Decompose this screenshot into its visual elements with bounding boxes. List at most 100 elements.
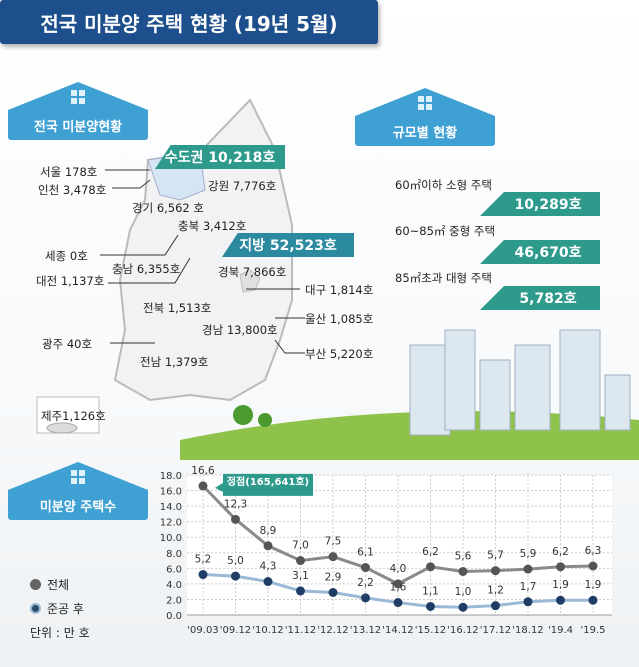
- y-tick-label: 2.0: [166, 595, 182, 606]
- data-label: 6,2: [422, 546, 439, 558]
- region-busan: 부산 5,220호: [305, 347, 374, 361]
- legend-completed-marker: [30, 603, 41, 614]
- section-count: 미분양 주택수: [8, 462, 148, 520]
- y-tick-label: 8.0: [166, 549, 182, 560]
- data-point: [588, 595, 598, 605]
- data-point: [426, 562, 435, 572]
- data-label: 1,9: [585, 579, 602, 591]
- y-tick-label: 0.0: [166, 611, 182, 622]
- y-tick-label: 4.0: [166, 580, 182, 591]
- legend-total: 전체: [30, 576, 69, 593]
- data-label: 1,1: [422, 585, 439, 597]
- data-point: [361, 593, 370, 603]
- data-point: [523, 564, 533, 574]
- data-point: [198, 481, 208, 491]
- data-point: [231, 514, 240, 524]
- peak-annotation-box: [215, 473, 313, 496]
- size-large-label: 85㎡초과 대형 주택: [395, 271, 492, 285]
- region-gyeonggi: 경기 6,562 호: [132, 201, 204, 215]
- data-label: 6,3: [585, 545, 602, 557]
- data-point: [263, 541, 273, 551]
- window-icon: [71, 90, 85, 104]
- y-tick-label: 10.0: [160, 533, 182, 544]
- data-point: [426, 601, 435, 611]
- buildings: [409, 329, 631, 436]
- region-ulsan: 울산 1,085호: [305, 312, 374, 326]
- capital-total-tag: 수도권 10,218호: [155, 145, 285, 169]
- data-point: [328, 552, 338, 562]
- peak-annotation: 정점(165,641호): [227, 475, 309, 488]
- data-label: 1,0: [455, 586, 472, 598]
- data-label: 1,6: [390, 582, 407, 594]
- data-label: 12,3: [224, 498, 247, 510]
- x-tick-label: '18.12: [512, 625, 543, 636]
- region-chungbuk: 충북 3,412호: [178, 219, 247, 233]
- x-tick-label: '10.12: [252, 625, 283, 636]
- unit-label: 단위 : 만 호: [30, 626, 90, 640]
- data-label: 7,0: [292, 540, 309, 552]
- data-label: 1,2: [487, 585, 504, 597]
- x-tick-label: '17.12: [480, 625, 511, 636]
- data-label: 4,3: [260, 561, 277, 573]
- data-point: [556, 562, 565, 572]
- data-label: 5,9: [520, 548, 537, 560]
- y-tick-label: 6.0: [166, 564, 182, 575]
- data-label: 5,2: [195, 554, 212, 566]
- section-by-size: 규모별 현황: [355, 88, 495, 146]
- region-incheon: 인천 3,478호: [38, 183, 107, 197]
- size-medium-label: 60~85㎡ 중형 주택: [395, 224, 496, 238]
- size-large-value: 5,782호: [480, 286, 600, 310]
- data-label: 6,1: [357, 547, 374, 559]
- region-jeonbuk: 전북 1,513호: [143, 301, 212, 315]
- region-daejeon: 대전 1,137호: [36, 274, 105, 288]
- window-icon: [71, 470, 85, 484]
- region-gyeongbuk: 경북 7,866호: [218, 265, 287, 279]
- data-label: 7,5: [325, 536, 342, 548]
- data-point: [328, 587, 338, 597]
- data-label: 6,2: [552, 546, 569, 558]
- x-tick-label: '11.12: [285, 625, 316, 636]
- data-label: 5,7: [487, 550, 504, 562]
- data-label: 1,7: [520, 581, 537, 593]
- region-gangwon: 강원 7,776호: [208, 179, 277, 193]
- local-total-tag: 지방 52,523호: [222, 233, 354, 257]
- data-point: [588, 561, 598, 571]
- data-label: 16,6: [191, 465, 215, 477]
- data-label: 1,9: [552, 579, 569, 591]
- data-point: [458, 602, 468, 612]
- data-point: [296, 556, 305, 566]
- region-chungnam: 충남 6,355호: [112, 262, 181, 276]
- page-title: 전국 미분양 주택 현황 (19년 5월): [0, 0, 378, 44]
- x-tick-label: '12.12: [317, 625, 348, 636]
- data-point: [556, 595, 565, 605]
- x-tick-label: '19.4: [548, 625, 573, 636]
- data-label: 5,6: [455, 550, 472, 562]
- size-small-value: 10,289호: [480, 192, 600, 216]
- legend-total-marker: [30, 579, 41, 590]
- x-tick-label: '09.03: [187, 625, 218, 636]
- data-label: 2,9: [325, 571, 342, 583]
- y-tick-label: 12.0: [160, 518, 182, 529]
- data-point: [491, 566, 500, 576]
- y-tick-label: 16.0: [160, 487, 182, 498]
- region-gwangju: 광주 40호: [42, 337, 93, 351]
- x-tick-label: '09.12: [220, 625, 251, 636]
- x-tick-label: '19.5: [580, 625, 605, 636]
- data-point: [263, 577, 273, 587]
- y-tick-label: 18.0: [160, 471, 182, 482]
- data-point: [393, 598, 403, 608]
- legend-completed: 준공 후: [30, 600, 84, 617]
- region-seoul: 서울 178호: [40, 165, 98, 179]
- section-national: 전국 미분양현황: [8, 82, 148, 140]
- region-gyeongnam: 경남 13,800호: [202, 323, 278, 337]
- size-medium-value: 46,670호: [480, 240, 600, 264]
- data-point: [458, 566, 468, 576]
- region-jeju: 제주1,126호: [41, 409, 106, 423]
- region-sejong: 세종 0호: [45, 249, 88, 263]
- data-point: [393, 579, 403, 589]
- data-label: 3,1: [292, 570, 309, 582]
- data-point: [361, 563, 370, 573]
- data-point: [296, 586, 305, 596]
